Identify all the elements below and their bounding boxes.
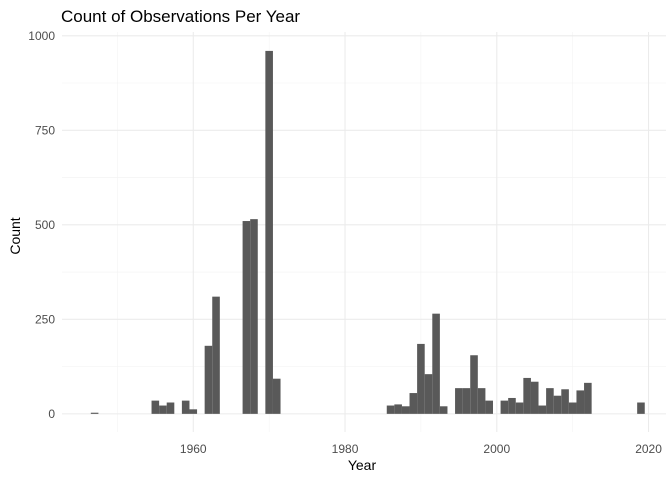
bar	[424, 374, 433, 414]
chart-title: Count of Observations Per Year	[61, 7, 300, 26]
bar	[159, 405, 167, 414]
bar	[561, 389, 569, 414]
bar	[90, 412, 99, 414]
bar	[523, 377, 531, 414]
bar	[538, 405, 547, 414]
y-tick-label: 500	[35, 218, 55, 232]
major-gridlines	[62, 32, 666, 432]
bar	[485, 400, 493, 414]
bar	[584, 382, 592, 414]
bar	[508, 397, 516, 414]
bar	[242, 221, 251, 414]
bar	[166, 402, 175, 414]
bar	[189, 409, 198, 414]
bar	[265, 50, 273, 414]
y-axis-title: Count	[7, 217, 23, 254]
x-tick-label: 1980	[332, 442, 359, 456]
bar	[500, 400, 509, 414]
bar	[462, 388, 471, 414]
bar	[204, 345, 213, 414]
x-tick-label: 2000	[483, 442, 510, 456]
minor-gridlines	[62, 32, 666, 432]
x-axis-title: Year	[348, 457, 377, 473]
bar	[546, 388, 554, 414]
bar	[515, 402, 524, 414]
y-tick-label: 250	[35, 312, 55, 326]
bar	[477, 388, 486, 414]
x-tick-label: 1960	[180, 442, 207, 456]
bar	[386, 405, 395, 414]
y-tick-label: 750	[35, 123, 55, 137]
bar	[151, 400, 160, 414]
y-tick-label: 1000	[28, 29, 55, 43]
bar	[181, 400, 190, 414]
bar	[250, 219, 258, 414]
bar	[637, 402, 645, 414]
y-axis-tick-labels: 0 250 500 750 1000	[28, 29, 55, 421]
y-tick-label: 0	[48, 407, 55, 421]
bar	[212, 296, 220, 414]
x-tick-label: 2020	[635, 442, 662, 456]
bar	[568, 402, 577, 414]
bar	[455, 388, 463, 414]
bar	[432, 313, 440, 414]
bar	[470, 355, 478, 414]
x-axis-tick-labels: 1960 1980 2000 2020	[180, 442, 662, 456]
bar	[439, 406, 448, 414]
bar	[530, 381, 539, 414]
bars	[90, 50, 645, 414]
bar	[394, 404, 402, 414]
bar	[576, 390, 585, 414]
bar	[417, 343, 425, 414]
bar	[553, 395, 562, 414]
bar	[409, 393, 418, 414]
bar	[401, 406, 410, 414]
bar	[272, 378, 281, 414]
